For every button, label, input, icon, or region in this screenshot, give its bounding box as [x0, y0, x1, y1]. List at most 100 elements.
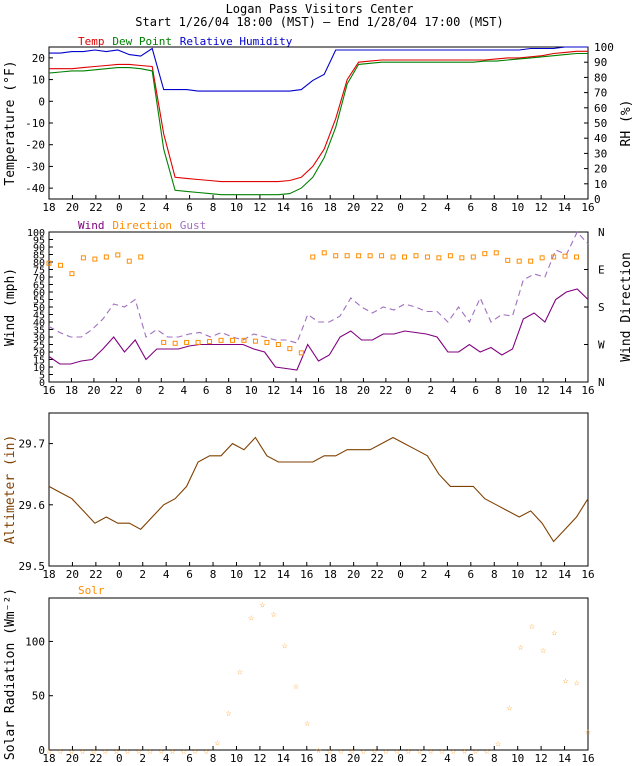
direction-point: [574, 254, 580, 260]
direction-point: [126, 258, 132, 264]
direction-point: [172, 340, 178, 346]
direction-point: [115, 252, 121, 258]
panel1-ylabel: Temperature (°F): [3, 60, 18, 185]
panel4-x-tick-label: 22: [89, 752, 102, 765]
panel1-x-tick-label: 18: [324, 201, 337, 214]
panel3-x-tick-label: 18: [324, 568, 337, 581]
panel2-ytick-label: 75: [33, 266, 45, 277]
panel3-x-tick-label: 0: [116, 568, 123, 581]
direction-point: [516, 258, 522, 264]
panel2-x-tick-label: 2: [427, 384, 434, 397]
solar-point: ☆: [383, 746, 389, 757]
direction-point: [344, 253, 350, 259]
solar-point: ☆: [46, 746, 52, 757]
panel1-x-tick-label: 14: [277, 201, 291, 214]
solar-point: ☆: [170, 746, 176, 757]
direction-point: [57, 262, 63, 268]
direction-point: [298, 350, 304, 356]
panel4-frame: [48, 597, 589, 751]
direction-point: [379, 253, 385, 259]
panel4-x-tick-label: 14: [558, 752, 572, 765]
solar-point: ☆: [80, 746, 86, 757]
panel4-x-tick-label: 18: [42, 752, 55, 765]
panel1-x-tick-label: 6: [468, 201, 475, 214]
panel2-ytick-label: 10: [33, 363, 45, 374]
panel2-x-tick-label: 4: [180, 384, 187, 397]
panel3-x-tick-label: 8: [491, 568, 498, 581]
panel3-x-tick-label: 12: [253, 568, 266, 581]
panel3-ylabel: Altimeter (in): [3, 435, 18, 545]
solar-point: ☆: [327, 746, 333, 757]
direction-point: [229, 337, 235, 343]
panel1-y2tick-label: 60: [594, 102, 607, 115]
panel2-x-tick-label: 12: [267, 384, 280, 397]
panel4-x-tick-label: 8: [210, 752, 217, 765]
solar-point: ☆: [226, 708, 232, 719]
solar-point: ☆: [203, 746, 209, 757]
panel2-y2tick-label: N: [598, 226, 605, 239]
panel2-x-tick-label: 14: [289, 384, 303, 397]
panel2-ytick-label: 50: [33, 303, 45, 314]
panel4-x-tick-label: 16: [581, 752, 594, 765]
panel3-ytick-label: 29.6: [19, 499, 46, 512]
chart-title: Logan Pass Visitors Center: [225, 2, 414, 16]
panel2-x-tick-label: 14: [559, 384, 573, 397]
solar-point: ☆: [563, 675, 569, 686]
panel1-ytick-label: -30: [25, 160, 45, 173]
direction-point: [275, 342, 281, 347]
solar-point: ☆: [518, 642, 524, 653]
solar-point: ☆: [495, 738, 501, 749]
panel3-x-tick-label: 14: [277, 568, 291, 581]
panel4-ytick-label: 50: [32, 690, 45, 703]
solar-point: ☆: [147, 746, 153, 757]
direction-point: [390, 254, 396, 260]
panel3-x-tick-label: 6: [468, 568, 475, 581]
solar-point: ☆: [113, 746, 119, 757]
direction-point: [528, 258, 534, 264]
panel2-x-tick-label: 20: [357, 384, 370, 397]
panel4-x-tick-label: 0: [116, 752, 123, 765]
panel3-frame: [48, 412, 589, 567]
panel4-x-tick-label: 10: [511, 752, 524, 765]
solar-point: ☆: [439, 746, 445, 757]
panel4-ytick-label: 0: [38, 744, 45, 757]
panel2-y2label: Wind Direction: [619, 252, 634, 362]
panel2-x-tick-label: 2: [158, 384, 165, 397]
panel2-ytick-label: 15: [33, 356, 45, 367]
panel2-legend: Gust: [180, 219, 207, 232]
panel2-ytick-label: 45: [33, 311, 45, 322]
panel1-x-tick-label: 10: [230, 201, 243, 214]
panel2-y2tick-label: N: [598, 376, 605, 389]
solar-point: ☆: [91, 746, 97, 757]
solar-point: ☆: [181, 746, 187, 757]
panel2-x-tick-label: 22: [110, 384, 123, 397]
panel4-x-tick-label: 20: [66, 752, 79, 765]
panel2-x-tick-label: 4: [450, 384, 457, 397]
direction-point: [333, 253, 339, 259]
direction-point: [310, 254, 316, 260]
panel1-x-tick-label: 8: [210, 201, 217, 214]
panel2-x-tick-label: 8: [225, 384, 232, 397]
panel4-x-tick-label: 8: [491, 752, 498, 765]
panel1-frame: [48, 46, 589, 200]
panel4-ylabel: Solar Radiation (Wm⁻²): [3, 588, 18, 760]
solar-point: ☆: [57, 746, 63, 757]
direction-point: [264, 339, 270, 345]
direction-point: [505, 257, 511, 263]
panel2-y2tick-label: S: [598, 301, 605, 314]
solar-point: ☆: [360, 746, 366, 757]
panel1-ytick-label: -40: [25, 182, 45, 195]
direction-point: [562, 253, 568, 259]
direction-point: [241, 337, 247, 343]
solar-point: ☆: [551, 628, 557, 639]
panel1-y2tick-label: 100: [594, 41, 614, 54]
direction-point: [436, 255, 442, 261]
panel4-x-tick-label: 4: [163, 752, 170, 765]
panel3-x-tick-label: 14: [558, 568, 572, 581]
panel2-ytick-label: 65: [33, 281, 45, 292]
panel1-x-tick-label: 10: [511, 201, 524, 214]
direction-point: [447, 253, 453, 259]
panel2-ytick-label: 55: [33, 296, 45, 307]
panel1-x-tick-label: 22: [370, 201, 383, 214]
direction-point: [539, 255, 545, 261]
